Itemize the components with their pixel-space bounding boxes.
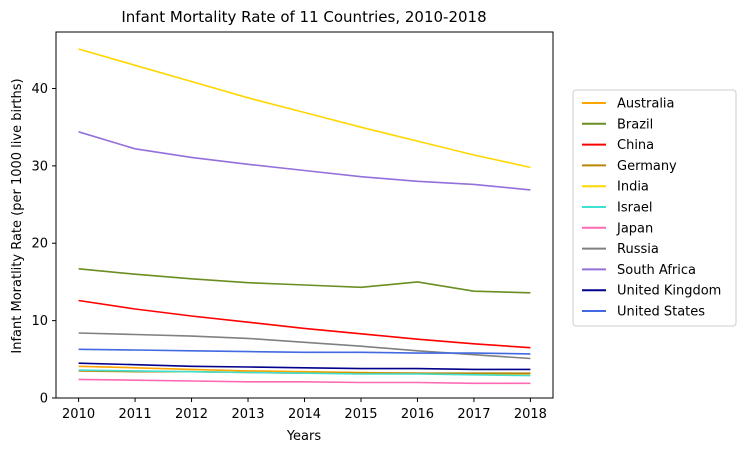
legend-label: United States (617, 305, 705, 320)
series-line-japan (78, 378, 531, 385)
y-tick-label: 40 (31, 82, 48, 97)
x-axis-label: Years (286, 429, 322, 444)
legend-label: Brazil (617, 117, 653, 132)
legend-label: South Africa (617, 263, 696, 278)
series-line-israel (78, 369, 531, 377)
x-tick-label: 2013 (231, 407, 264, 422)
legend-label: Israel (617, 201, 653, 216)
series-line-united-states (78, 348, 531, 355)
chart-title: Infant Mortality Rate of 11 Countries, 2… (121, 8, 486, 26)
series-line-united-kingdom (78, 362, 531, 371)
legend-label: Japan (616, 221, 653, 236)
x-axis: 2010 2011 2012 2013 2014 2015 2016 2017 2018 (62, 398, 547, 422)
legend-label: China (617, 138, 654, 153)
x-tick-label: 2018 (514, 407, 547, 422)
y-tick-label: 10 (31, 314, 48, 329)
x-tick-label: 2017 (457, 407, 490, 422)
x-tick-label: 2014 (288, 407, 321, 422)
series-line-brazil (78, 268, 531, 294)
series-line-india (78, 48, 531, 169)
y-axis-label: Infant Moratlity Rate (per 1000 live bir… (10, 78, 25, 353)
x-tick-label: 2016 (401, 407, 434, 422)
legend-label: India (617, 180, 649, 195)
legend-label: Russia (617, 242, 659, 257)
legend-frame (572, 89, 737, 327)
legend: Australia Brazil China Germany India Israel Ja… (572, 89, 737, 327)
x-tick-label: 2015 (344, 407, 377, 422)
series-line-south-africa (78, 131, 531, 191)
y-tick-label: 20 (31, 237, 48, 252)
x-tick-label: 2010 (62, 407, 95, 422)
series-line-china (78, 299, 531, 349)
y-axis: 0 10 20 30 40 (31, 82, 56, 407)
y-tick-label: 0 (40, 392, 48, 407)
y-tick-label: 30 (31, 159, 48, 174)
legend-label: United Kingdom (617, 284, 721, 299)
series-line-russia (78, 332, 531, 360)
legend-label: Germany (617, 159, 677, 174)
x-tick-label: 2011 (119, 407, 152, 422)
legend-label: Australia (617, 97, 675, 112)
x-tick-label: 2012 (175, 407, 208, 422)
plot-lines (78, 48, 531, 385)
